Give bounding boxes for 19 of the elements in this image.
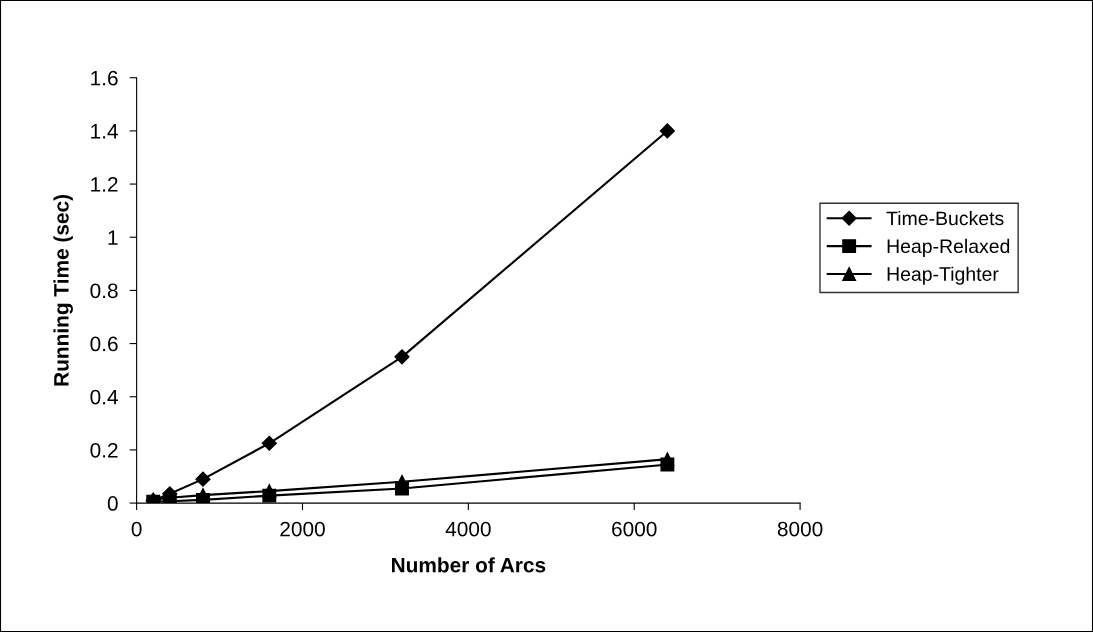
y-tick-label: 0 (107, 496, 118, 511)
y-tick-label: 1.4 (91, 124, 118, 139)
y-tick-label: 0.8 (90, 283, 118, 299)
y-tick-label: 0.4 (90, 389, 118, 405)
x-tick-label: 0 (131, 521, 142, 537)
x-tick-label: 2000 (280, 521, 325, 537)
x-tick-label: 8000 (777, 521, 823, 537)
legend-label: Heap-Tighter (887, 266, 999, 285)
legend-label: Time-Buckets (886, 210, 1004, 226)
x-axis-title: Number of Arcs (392, 557, 546, 573)
y-tick-label: 0.2 (90, 442, 118, 458)
legend-label: Heap-Relaxed (887, 238, 1010, 257)
y-tick-label: 1 (108, 230, 118, 245)
y-axis-title: Running Time (sec) (53, 194, 73, 386)
y-tick-label: 1.2 (91, 177, 118, 192)
y-tick-label: 1.6 (91, 70, 118, 86)
y-tick-label: 0.6 (90, 336, 118, 352)
x-tick-label: 6000 (612, 521, 657, 537)
x-tick-label: 4000 (445, 521, 491, 537)
